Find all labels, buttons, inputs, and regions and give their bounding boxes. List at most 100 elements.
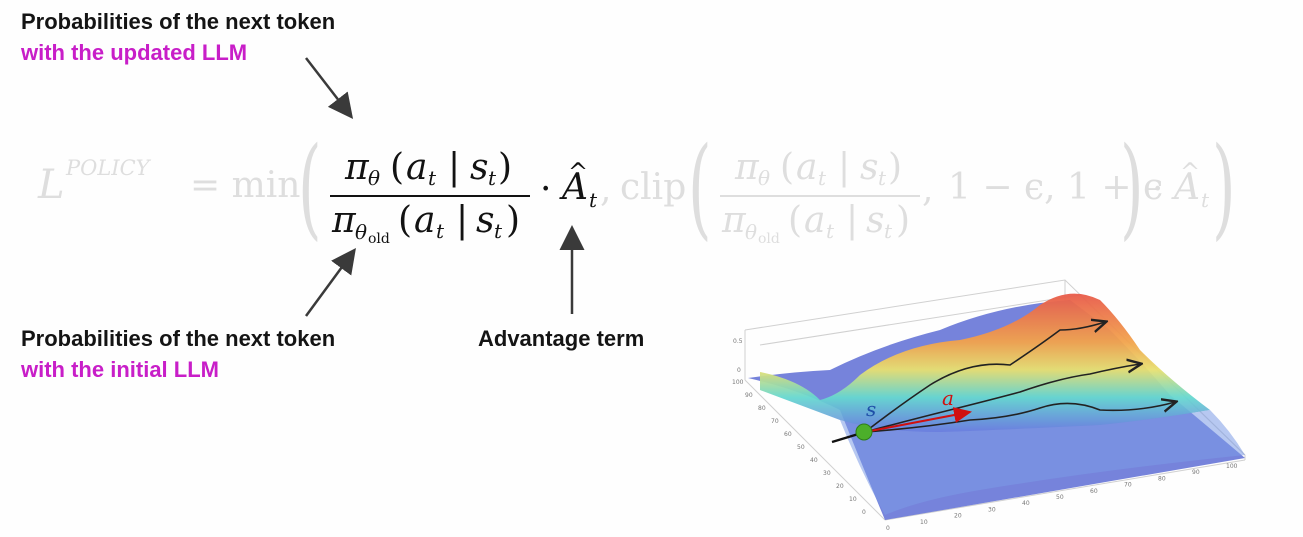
eq-big-rparen: ) [1212, 123, 1236, 251]
y-tick-label: 80 [758, 405, 766, 412]
eq-A-sub: t [589, 188, 598, 212]
trajectory-3 [864, 402, 1175, 433]
x-tick-label: 20 [954, 513, 962, 520]
eq-num-theta: θ [368, 166, 381, 190]
eq-clip-cdot: · [1152, 169, 1164, 210]
annotation-updated-llm-line1: Probabilities of the next token [21, 9, 336, 34]
trajectory-1 [864, 322, 1105, 433]
eq-den-theta: θ [355, 220, 368, 244]
eq-num-a-sub: t [428, 166, 437, 190]
eq-clip-den-a: a [804, 200, 826, 241]
eq-clip-num-a: a [796, 147, 818, 188]
x-tick-label: 60 [1090, 488, 1098, 495]
y-tick-label: 70 [771, 418, 779, 425]
trajectory-2 [864, 364, 1140, 433]
eq-den-s-sub: t [494, 219, 503, 243]
surface-ridge [760, 293, 1210, 432]
eq-lhs-superscript: POLICY [66, 156, 150, 180]
eq-clip-den-s-sub: t [884, 219, 893, 243]
x-tick-label: 50 [1056, 494, 1064, 501]
eq-clip-A-sub: t [1201, 188, 1210, 212]
y-tick-label: 50 [797, 444, 805, 451]
eq-clip-den-old: old [758, 231, 780, 247]
arrow-initial-llm [304, 247, 356, 317]
eq-den-s: s [476, 200, 495, 241]
eq-clip-den-pi: π [722, 200, 746, 241]
eq-clip-num-lparen: ( [780, 147, 795, 188]
annotation-updated-llm: Probabilities of the next token with the… [21, 6, 335, 68]
eq-clip-A-hat: ^ [1180, 158, 1201, 186]
eq-clip-num-rparen: ) [888, 147, 903, 188]
x-axis-ticks: 0 10 20 30 40 50 60 70 80 90 100 [886, 463, 1238, 532]
action-label: a [942, 386, 954, 410]
eq-den-rparen: ) [506, 200, 521, 241]
x-tick-label: 100 [1226, 463, 1238, 470]
x-tick-label: 70 [1124, 482, 1132, 489]
eq-clip-den-bar: | [846, 200, 859, 241]
eq-clip-den-a-sub: t [826, 219, 835, 243]
annotation-advantage-text: Advantage term [478, 326, 645, 351]
arrow-updated-llm [305, 57, 354, 119]
eq-clip-num-theta: θ [758, 166, 771, 190]
eq-clip-fraction-bar [720, 195, 920, 197]
y-tick-label: 20 [836, 483, 844, 490]
eq-A: A [562, 167, 588, 208]
eq-clip-den-lparen: ( [788, 200, 803, 241]
eq-num-lparen: ( [390, 147, 405, 188]
eq-den-pi: π [332, 200, 356, 241]
y-tick-label: 60 [784, 431, 792, 438]
eq-den-bar: | [456, 200, 469, 241]
eq-clip-den-rparen: ) [896, 200, 911, 241]
eq-num-pi: π [345, 147, 369, 188]
eq-num-rparen: ) [498, 147, 513, 188]
eq-clip-den-theta: θ [745, 220, 758, 244]
eq-den-a: a [414, 200, 436, 241]
y-tick-label: 0 [862, 509, 866, 516]
eq-clip-den-s: s [866, 200, 885, 241]
agent-state-dot [855, 423, 873, 441]
annotation-updated-llm-line2: with the updated LLM [21, 40, 248, 65]
eq-num-bar: | [448, 147, 461, 188]
y-tick-label: 30 [823, 470, 831, 477]
z-tick-1: 0 [737, 367, 741, 374]
annotation-advantage: Advantage term [478, 323, 644, 354]
eq-clip-comma: , [922, 169, 934, 210]
eq-den-old: old [368, 231, 390, 247]
y-tick-label: 100 [732, 379, 744, 386]
eq-A-hat: ^ [568, 158, 589, 186]
eq-comma: , [600, 169, 612, 210]
y-tick-label: 10 [849, 496, 857, 503]
eq-fraction-bar [330, 195, 530, 197]
eq-den-a-sub: t [436, 219, 445, 243]
state-label: s [866, 397, 876, 421]
eq-clip-num-a-sub: t [818, 166, 827, 190]
eq-clip-rparen: ) [1120, 123, 1144, 251]
eq-num-a: a [406, 147, 428, 188]
eq-clip-num-pi: π [735, 147, 759, 188]
eq-clip-num-bar: | [838, 147, 851, 188]
annotation-initial-llm-line2: with the initial LLM [21, 357, 219, 382]
eq-clip-A: A [1174, 167, 1200, 208]
x-tick-label: 90 [1192, 469, 1200, 476]
eq-clip-eps: 1 − ϵ, 1 + ϵ [948, 167, 1164, 208]
x-tick-label: 40 [1022, 500, 1030, 507]
eq-num-s-sub: t [488, 166, 497, 190]
y-tick-label: 90 [745, 392, 753, 399]
eq-clip-num-s-sub: t [878, 166, 887, 190]
eq-equals-min: = min [190, 165, 301, 206]
y-tick-label: 40 [810, 457, 818, 464]
x-tick-label: 0 [886, 525, 890, 532]
eq-clip-lparen: ( [688, 123, 712, 251]
annotation-initial-llm: Probabilities of the next token with the… [21, 323, 335, 385]
eq-clip-num-s: s [860, 147, 879, 188]
eq-cdot: · [540, 169, 552, 210]
eq-lhs-L: L [38, 162, 65, 208]
z-tick-0: 0.5 [733, 338, 743, 345]
eq-big-lparen: ( [298, 123, 322, 251]
eq-num-s: s [470, 147, 489, 188]
eq-den-lparen: ( [398, 200, 413, 241]
annotation-initial-llm-line1: Probabilities of the next token [21, 326, 336, 351]
